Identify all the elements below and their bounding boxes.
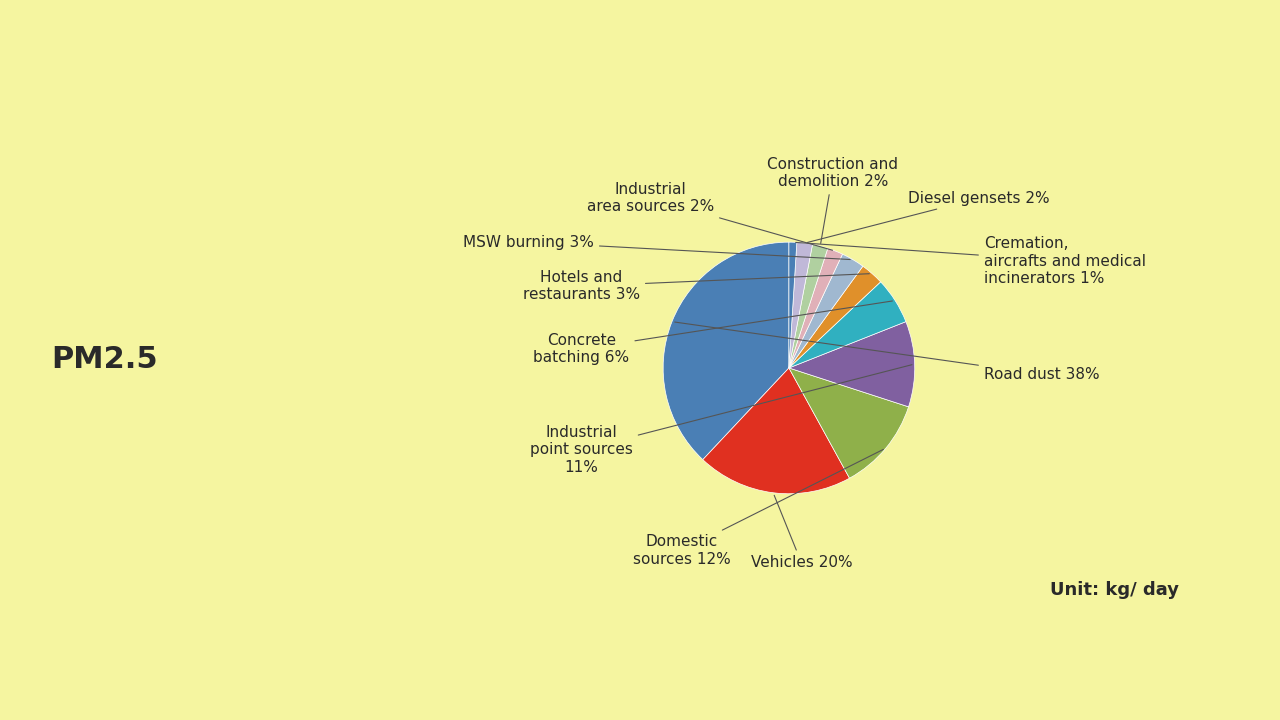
Text: Road dust 38%: Road dust 38% [675,322,1100,382]
Wedge shape [788,266,881,368]
Text: Domestic
sources 12%: Domestic sources 12% [634,449,883,567]
Text: MSW burning 3%: MSW burning 3% [463,235,850,259]
Wedge shape [788,322,915,407]
Text: Concrete
batching 6%: Concrete batching 6% [534,301,892,365]
Text: PM2.5: PM2.5 [51,346,157,374]
Wedge shape [788,242,797,368]
Text: Unit: kg/ day: Unit: kg/ day [1050,582,1179,599]
Text: Hotels and
restaurants 3%: Hotels and restaurants 3% [522,270,869,302]
Text: Diesel gensets 2%: Diesel gensets 2% [808,191,1050,243]
Wedge shape [788,243,813,368]
Wedge shape [703,368,850,494]
Text: Construction and
demolition 2%: Construction and demolition 2% [768,157,899,243]
Wedge shape [788,254,863,368]
Text: Vehicles 20%: Vehicles 20% [750,495,852,570]
Wedge shape [788,244,828,368]
Wedge shape [788,282,906,368]
Wedge shape [663,242,788,459]
Wedge shape [788,368,909,478]
Text: Industrial
area sources 2%: Industrial area sources 2% [588,182,832,251]
Wedge shape [788,248,842,368]
Text: Industrial
point sources
11%: Industrial point sources 11% [530,365,911,474]
Text: Cremation,
aircrafts and medical
incinerators 1%: Cremation, aircrafts and medical inciner… [796,236,1146,286]
